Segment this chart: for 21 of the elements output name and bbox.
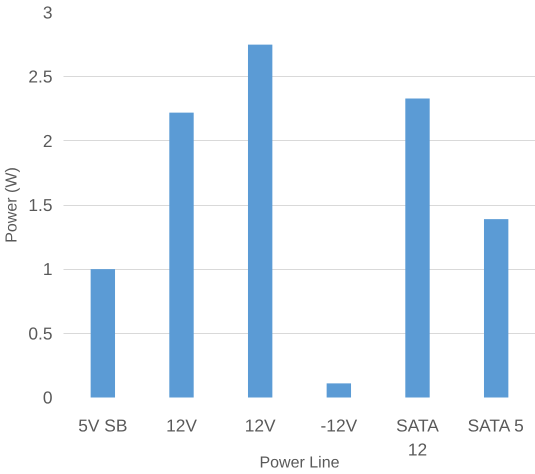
- x-tick-label: SATA 5: [468, 416, 524, 436]
- y-tick-label: 2.5: [28, 66, 53, 87]
- bar: [169, 112, 194, 398]
- bar: [405, 98, 430, 398]
- bar: [484, 219, 508, 398]
- bar: [90, 269, 116, 398]
- x-tick-label: 12V: [166, 416, 198, 436]
- y-axis-title: Power (W): [3, 167, 20, 243]
- y-tick-label: 0: [42, 388, 53, 408]
- x-tick-label: -12V: [320, 416, 358, 436]
- y-tick-label: 3: [42, 2, 53, 22]
- x-tick-label: 12V: [244, 416, 276, 436]
- x-tick-label: SATA 12: [396, 416, 440, 460]
- x-axis-title: Power Line: [259, 454, 340, 472]
- bar: [326, 383, 352, 398]
- bar: [248, 44, 272, 398]
- x-tick-label: 5V SB: [78, 416, 128, 436]
- y-tick-label: 0.5: [28, 323, 53, 344]
- y-tick-label: 1: [42, 259, 53, 280]
- y-tick-label: 1.5: [28, 195, 53, 215]
- y-tick-label: 2: [42, 130, 53, 151]
